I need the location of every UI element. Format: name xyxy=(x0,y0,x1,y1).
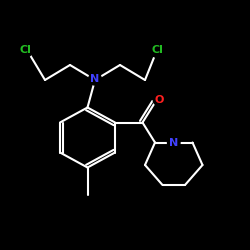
Circle shape xyxy=(89,72,101,85)
Text: Cl: Cl xyxy=(152,45,164,55)
Circle shape xyxy=(168,136,180,149)
Text: O: O xyxy=(154,95,164,105)
Text: N: N xyxy=(169,138,178,147)
Text: Cl: Cl xyxy=(19,45,31,55)
Circle shape xyxy=(150,42,165,58)
Circle shape xyxy=(18,42,32,58)
Text: N: N xyxy=(90,74,100,84)
Circle shape xyxy=(153,94,164,106)
